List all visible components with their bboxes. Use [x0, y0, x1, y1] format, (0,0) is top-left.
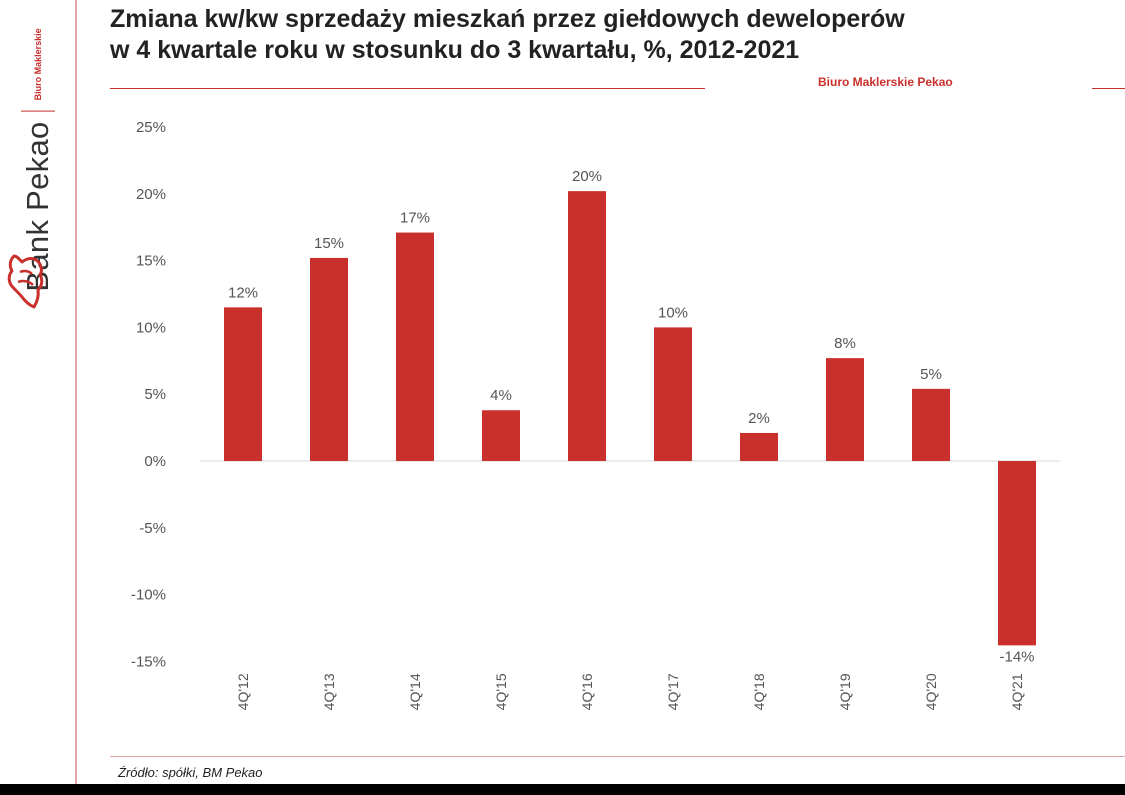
- title-rule: [110, 88, 705, 89]
- x-tick-label: 4Q'15: [493, 673, 509, 710]
- x-tick-label: 4Q'20: [923, 673, 939, 710]
- bottom-band: [0, 784, 1125, 795]
- y-tick-label: -15%: [131, 653, 166, 670]
- bar: [396, 232, 434, 461]
- x-tick-label: 4Q'21: [1009, 673, 1025, 710]
- y-tick-label: 20%: [136, 186, 166, 203]
- x-tick-label: 4Q'19: [837, 673, 853, 710]
- bar: [912, 388, 950, 461]
- bar: [998, 461, 1036, 646]
- source-note: Źródło: spółki, BM Pekao: [118, 765, 263, 780]
- chart-title-line-1: Zmiana kw/kw sprzedaży mieszkań przez gi…: [110, 5, 905, 33]
- y-tick-label: -5%: [139, 520, 166, 537]
- title-rule-right: [1092, 88, 1125, 89]
- data-label: 10%: [658, 304, 688, 321]
- data-label: 5%: [920, 366, 942, 383]
- bar: [568, 191, 606, 461]
- bar-chart: 25% 20% 15% 10% 5% 0% -5% -10% -15% 12% 4Q'12 15% 4Q…: [131, 119, 1060, 710]
- sidebar-rule: [75, 0, 77, 795]
- x-tick-label: 4Q'14: [407, 673, 423, 710]
- data-label: 2%: [748, 410, 770, 427]
- brand-subtitle: Biuro Maklerskie: [33, 28, 43, 101]
- brand-sidebar: Bank Pekao Biuro Maklerskie: [0, 0, 76, 795]
- y-tick-label: 10%: [136, 319, 166, 336]
- bar: [654, 327, 692, 461]
- data-label: 12%: [228, 284, 258, 301]
- report-brand: Biuro Maklerskie Pekao: [818, 75, 953, 89]
- chart-title: Zmiana kw/kw sprzedaży mieszkań przez gi…: [110, 4, 1110, 66]
- y-tick-label: 0%: [144, 453, 166, 470]
- bison-logo-icon: [7, 254, 44, 309]
- source-rule: [110, 756, 1125, 757]
- bar: [740, 432, 778, 461]
- chart-title-line-2: w 4 kwartale roku w stosunku do 3 kwarta…: [110, 36, 800, 64]
- data-label: 8%: [834, 335, 856, 352]
- y-tick-label: 25%: [136, 119, 166, 136]
- brand-divider: [21, 110, 55, 112]
- x-tick-label: 4Q'12: [235, 673, 251, 710]
- x-tick-label: 4Q'13: [321, 673, 337, 710]
- y-tick-label: 15%: [136, 253, 166, 270]
- bar: [482, 410, 520, 461]
- y-tick-label: -10%: [131, 587, 166, 604]
- x-tick-label: 4Q'17: [665, 673, 681, 710]
- x-tick-label: 4Q'18: [751, 673, 767, 710]
- data-label: -14%: [999, 648, 1034, 665]
- data-label: 4%: [490, 387, 512, 404]
- bar: [224, 307, 262, 461]
- data-label: 17%: [400, 210, 430, 227]
- y-tick-label: 5%: [144, 386, 166, 403]
- bar: [826, 358, 864, 461]
- data-label: 20%: [572, 168, 602, 185]
- bar: [310, 257, 348, 461]
- data-label: 15%: [314, 235, 344, 252]
- x-tick-label: 4Q'16: [579, 673, 595, 710]
